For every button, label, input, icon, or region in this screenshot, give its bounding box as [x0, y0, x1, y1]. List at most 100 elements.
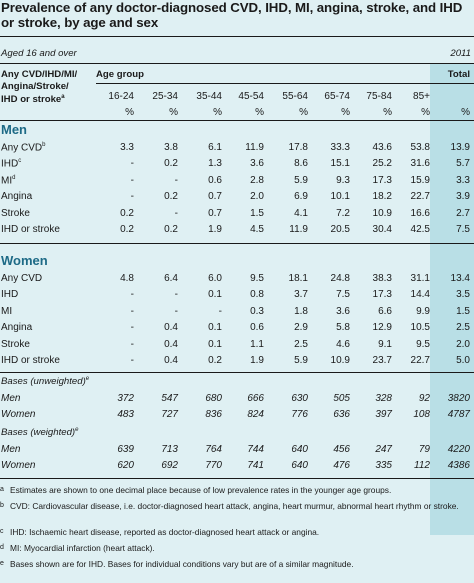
row-label: Angina [0, 320, 94, 337]
value-cell: 727 [161, 409, 178, 421]
value-cell: 17.3 [372, 174, 392, 186]
value-cell: - [174, 289, 178, 301]
value-cell: - [130, 158, 134, 170]
total-cell: 2.0 [456, 338, 470, 350]
value-cell: 776 [291, 409, 308, 421]
value-cell: 741 [247, 460, 264, 472]
value-cell: 713 [161, 443, 178, 455]
total-cell: 3.9 [456, 191, 470, 203]
bases-weighted-label: Bases (weighted)e [1, 427, 79, 439]
row-label: IHDc [0, 156, 94, 173]
row-label-text: Women [1, 409, 36, 421]
value-cell: 4.6 [336, 338, 350, 350]
value-cell: 640 [291, 443, 308, 455]
total-cell: 5.7 [456, 158, 470, 170]
total-cell: 4386 [447, 460, 470, 472]
table-title: Prevalence of any doctor-diagnosed CVD, … [1, 0, 463, 30]
value-cell: 9.9 [416, 305, 430, 317]
row-label-text: IHD or stroke [1, 224, 60, 236]
unit-cell: % [169, 107, 178, 119]
table-row: Women 620 692 770 741 640 476 335 112 4386 [0, 458, 474, 475]
value-cell: - [130, 191, 134, 203]
row-label: IHD or stroke [0, 222, 94, 239]
value-cell: 12.9 [372, 322, 392, 334]
footnote-mark: d [0, 544, 4, 551]
row-label-text: Men [1, 443, 21, 455]
value-cell: 8.6 [294, 158, 308, 170]
value-cell: - [130, 338, 134, 350]
value-cell: 14.4 [410, 289, 430, 301]
value-cell: 547 [161, 392, 178, 404]
row-label-text: IHD [1, 289, 19, 301]
total-cell: 7.5 [456, 224, 470, 236]
value-cell: 15.1 [330, 158, 350, 170]
rule-age-group [96, 83, 432, 84]
value-cell: 9.3 [336, 174, 350, 186]
footnote-text: IHD: Ischaemic heart disease, reported a… [10, 527, 320, 537]
header-blank [0, 88, 94, 105]
value-cell: 3.3 [120, 141, 134, 153]
row-label-line-1: Any CVD/IHD/MI/ [1, 69, 78, 80]
value-cell: 692 [161, 460, 178, 472]
value-cell: 6.1 [208, 141, 222, 153]
rule-women [0, 372, 474, 373]
table-row: IHD - - 0.1 0.8 3.7 7.5 17.3 14.4 3.5 [0, 287, 474, 304]
value-cell: 10.9 [330, 355, 350, 367]
table-row: Stroke - 0.4 0.1 1.1 2.5 4.6 9.1 9.5 2.0 [0, 336, 474, 353]
table-row: IHD or stroke 0.2 0.2 1.9 4.5 11.9 20.5 30.4 42.… [0, 222, 474, 239]
total-cell: 5.0 [456, 355, 470, 367]
unit-cell: % [255, 107, 264, 119]
value-cell: 505 [333, 392, 350, 404]
unit-cell: % [299, 107, 308, 119]
value-cell: 0.7 [208, 191, 222, 203]
value-cell: 476 [333, 460, 350, 472]
value-cell: 18.2 [372, 191, 392, 203]
row-label: Women [0, 407, 94, 424]
total-column-shading [430, 64, 474, 535]
age-header-cell: 55-64 [282, 90, 308, 102]
unit-cell: % [213, 107, 222, 119]
women-table: Any CVD 4.8 6.4 6.0 9.5 18.1 24.8 38.3 31.1 13.4 I… [0, 270, 474, 369]
table-row: Men 372 547 680 666 630 505 328 92 3820 [0, 390, 474, 407]
value-cell: 92 [418, 392, 430, 404]
total-cell: 3.3 [456, 174, 470, 186]
value-cell: 30.4 [372, 224, 392, 236]
value-cell: 25.2 [372, 158, 392, 170]
unit-cell: % [461, 107, 470, 119]
total-cell: 2.5 [456, 322, 470, 334]
value-cell: 3.6 [336, 305, 350, 317]
row-label: MI [0, 303, 94, 320]
footnote-text: Bases shown are for IHD. Bases for indiv… [10, 559, 354, 569]
value-cell: 639 [117, 443, 134, 455]
men-section-title: Men [1, 122, 27, 137]
total-cell: 13.4 [450, 272, 470, 284]
unit-cell: % [383, 107, 392, 119]
row-label-footnote-mark: c [18, 158, 22, 165]
rule-body [0, 120, 474, 121]
caption-right: 2011 [450, 48, 471, 59]
value-cell: 31.6 [410, 158, 430, 170]
value-cell: 1.5 [250, 207, 264, 219]
value-cell: 38.3 [372, 272, 392, 284]
value-cell: 10.1 [330, 191, 350, 203]
footnote-text: CVD: Cardiovascular disease, i.e. doctor… [10, 501, 459, 511]
value-cell: 3.8 [164, 141, 178, 153]
value-cell: 0.2 [164, 224, 178, 236]
row-label-text: Stroke [1, 338, 30, 350]
value-cell: 5.9 [294, 355, 308, 367]
value-cell: - [130, 174, 134, 186]
row-label-text: MI [1, 174, 13, 186]
row-label: MId [0, 172, 94, 189]
value-cell: 824 [247, 409, 264, 421]
row-label-text: IHD or stroke [1, 355, 60, 367]
row-label-text: Stroke [1, 207, 30, 219]
row-label: IHD [0, 287, 94, 304]
value-cell: - [130, 305, 134, 317]
value-cell: 6.9 [294, 191, 308, 203]
women-section-title: Women [1, 253, 48, 268]
total-header: Total [447, 69, 470, 80]
value-cell: 7.2 [336, 207, 350, 219]
table-row: Men 639 713 764 744 640 456 247 79 4220 [0, 441, 474, 458]
value-cell: 20.5 [330, 224, 350, 236]
table-row: Women 483 727 836 824 776 636 397 108 4787 [0, 407, 474, 424]
